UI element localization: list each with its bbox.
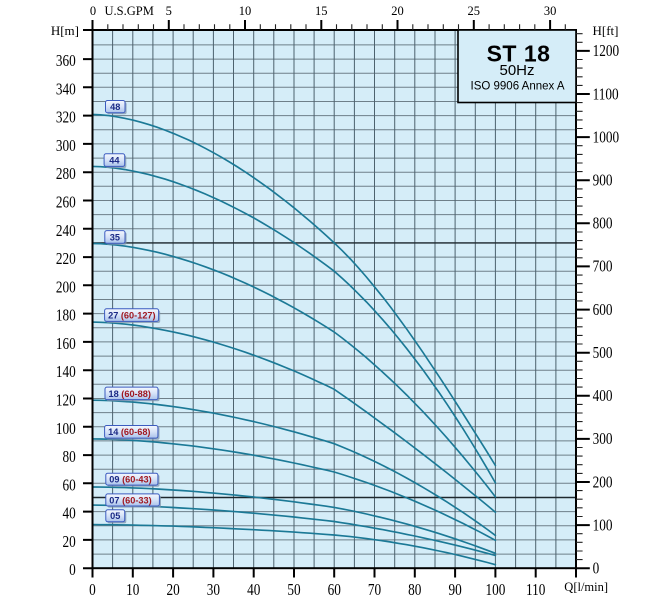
- svg-text:100: 100: [485, 581, 505, 600]
- svg-text:0: 0: [89, 581, 96, 600]
- svg-text:30: 30: [207, 581, 221, 600]
- svg-text:H[ft]: H[ft]: [593, 23, 619, 38]
- svg-text:40: 40: [63, 504, 77, 523]
- svg-text:0: 0: [90, 4, 96, 18]
- svg-text:50Hz: 50Hz: [499, 62, 534, 79]
- svg-text:140: 140: [56, 363, 76, 382]
- svg-text:1000: 1000: [593, 128, 620, 147]
- svg-text:120: 120: [56, 391, 76, 410]
- svg-text:ISO 9906 Annex A: ISO 9906 Annex A: [471, 81, 565, 93]
- svg-text:27 (60-127): 27 (60-127): [108, 311, 156, 321]
- svg-text:60: 60: [63, 476, 77, 495]
- svg-text:280: 280: [56, 165, 76, 184]
- svg-text:360: 360: [56, 52, 76, 71]
- svg-text:800: 800: [593, 214, 613, 233]
- svg-text:100: 100: [56, 419, 76, 438]
- svg-text:160: 160: [56, 334, 76, 353]
- svg-text:200: 200: [593, 473, 613, 492]
- svg-text:80: 80: [408, 581, 422, 600]
- svg-text:600: 600: [593, 300, 613, 319]
- svg-text:20: 20: [166, 581, 180, 600]
- svg-text:0: 0: [593, 559, 600, 578]
- svg-text:H[m]: H[m]: [51, 23, 79, 38]
- svg-text:10: 10: [239, 4, 252, 18]
- svg-text:48: 48: [110, 102, 120, 112]
- svg-text:14 (60-68): 14 (60-68): [108, 427, 150, 437]
- svg-text:110: 110: [526, 581, 546, 600]
- svg-text:50: 50: [287, 581, 301, 600]
- svg-text:44: 44: [109, 156, 120, 166]
- svg-text:90: 90: [448, 581, 462, 600]
- svg-text:10: 10: [126, 581, 140, 600]
- svg-text:200: 200: [56, 278, 76, 297]
- svg-text:500: 500: [593, 344, 613, 363]
- svg-text:240: 240: [56, 221, 76, 240]
- svg-text:Q[l/min]: Q[l/min]: [564, 580, 608, 594]
- svg-text:400: 400: [593, 387, 613, 406]
- svg-text:5: 5: [166, 4, 172, 18]
- svg-text:20: 20: [63, 532, 77, 551]
- svg-text:100: 100: [593, 516, 613, 535]
- svg-text:09 (60-43): 09 (60-43): [109, 475, 151, 485]
- svg-text:1200: 1200: [593, 42, 620, 61]
- svg-text:1100: 1100: [593, 85, 619, 104]
- svg-text:ST 18: ST 18: [487, 41, 551, 67]
- svg-text:220: 220: [56, 250, 76, 269]
- svg-text:700: 700: [593, 257, 613, 276]
- svg-text:320: 320: [56, 108, 76, 127]
- svg-text:30: 30: [544, 4, 557, 18]
- svg-text:80: 80: [63, 448, 77, 467]
- svg-text:07 (60-33): 07 (60-33): [109, 495, 151, 505]
- svg-text:35: 35: [110, 232, 120, 242]
- svg-text:70: 70: [368, 581, 382, 600]
- svg-text:18 (60-88): 18 (60-88): [109, 389, 151, 399]
- svg-text:900: 900: [593, 171, 613, 190]
- svg-text:25: 25: [468, 4, 481, 18]
- svg-text:300: 300: [56, 136, 76, 155]
- svg-text:40: 40: [247, 581, 261, 600]
- svg-text:U.S.GPM: U.S.GPM: [105, 4, 154, 18]
- svg-text:340: 340: [56, 80, 76, 99]
- svg-text:180: 180: [56, 306, 76, 325]
- svg-text:60: 60: [328, 581, 342, 600]
- svg-text:0: 0: [69, 561, 76, 580]
- svg-text:300: 300: [593, 430, 613, 449]
- svg-text:260: 260: [56, 193, 76, 212]
- svg-text:15: 15: [315, 4, 328, 18]
- svg-text:20: 20: [391, 4, 404, 18]
- svg-text:05: 05: [110, 511, 120, 521]
